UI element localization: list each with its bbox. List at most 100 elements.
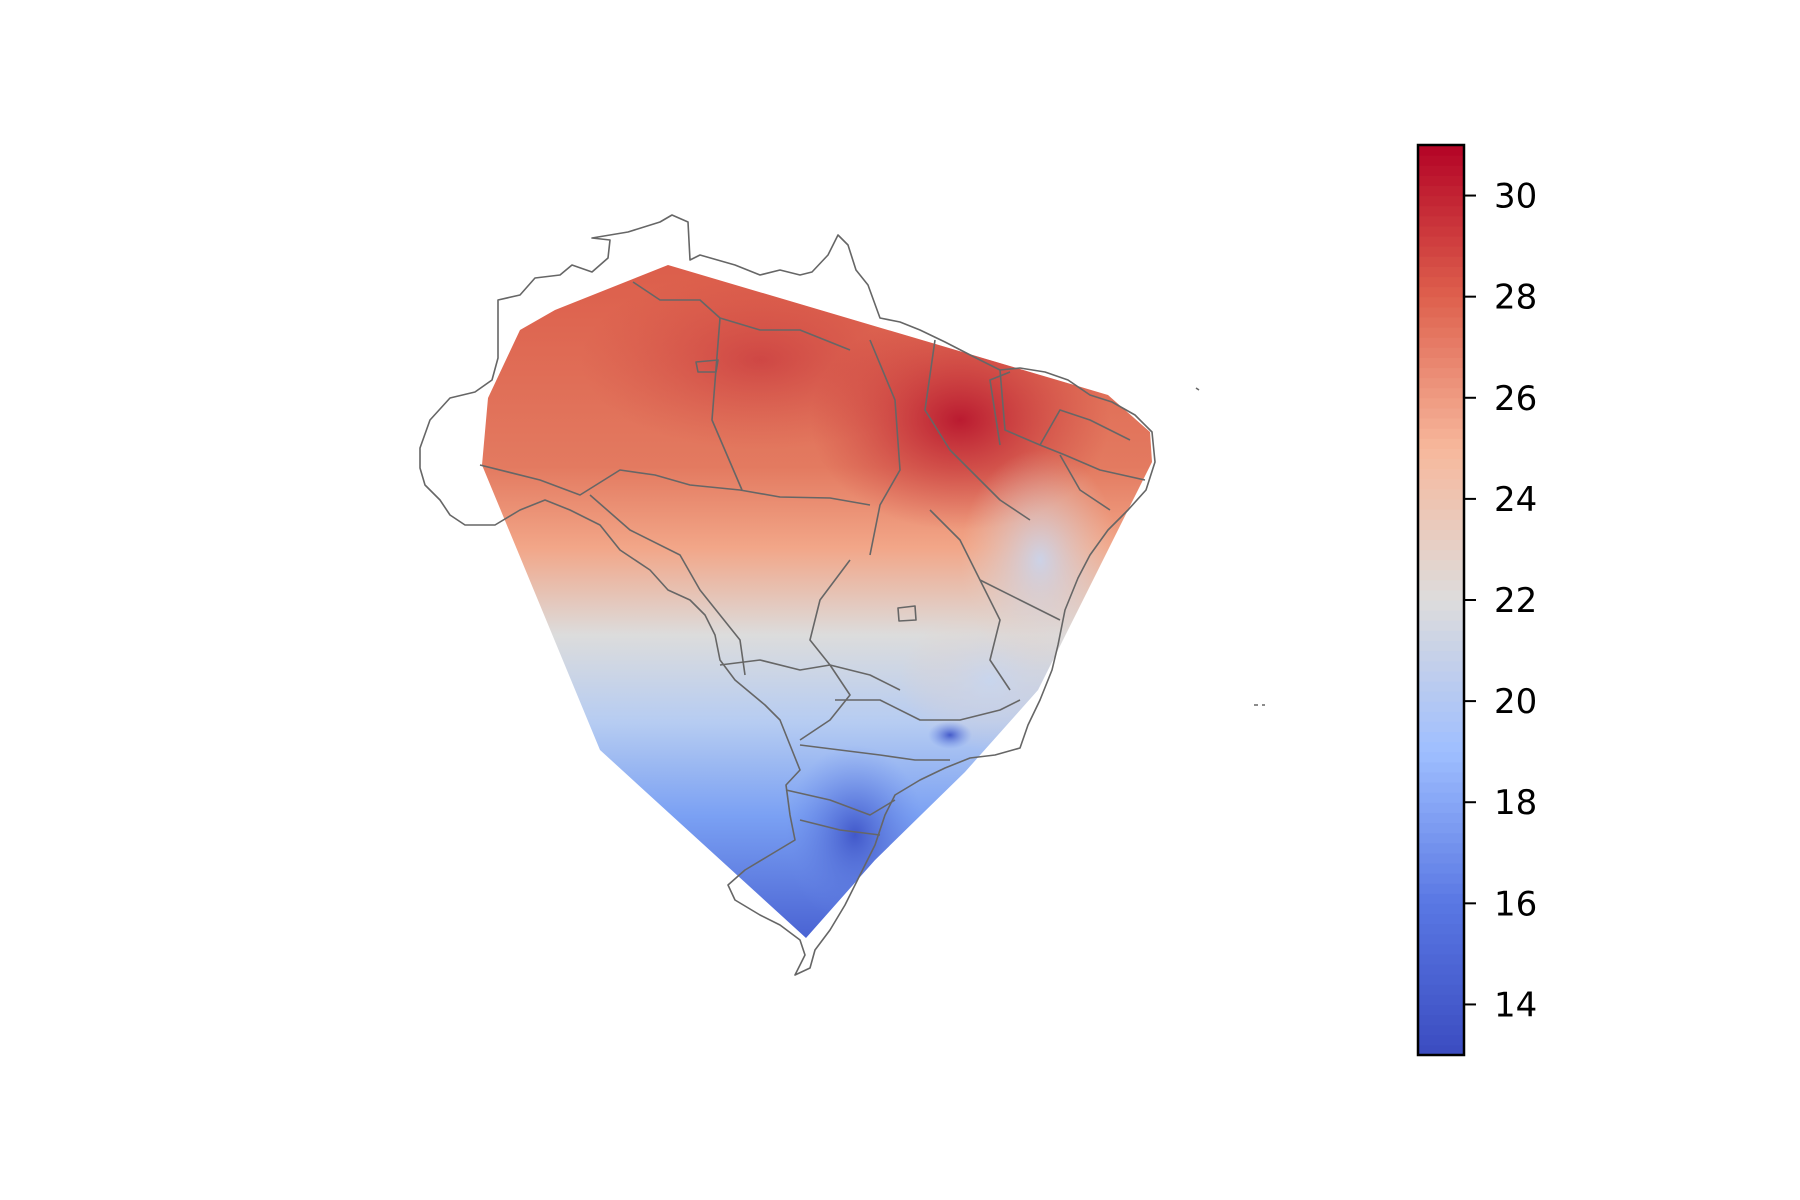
colorbar-band	[1418, 822, 1464, 834]
colorbar-tick-label: 24	[1494, 480, 1537, 520]
colorbar-band	[1418, 377, 1464, 389]
mild-spot-southeast	[900, 610, 1080, 750]
colorbar-tick-label: 22	[1494, 581, 1537, 621]
colorbar-band	[1418, 691, 1464, 702]
state-line-15	[785, 789, 896, 816]
colorbar-band	[1418, 185, 1464, 197]
state-line-4	[869, 339, 901, 556]
colorbar-band	[1418, 610, 1464, 621]
colorbar-band	[1418, 205, 1464, 217]
colorbar-band	[1418, 721, 1464, 733]
state-line-16	[799, 819, 881, 836]
colorbar-band	[1418, 458, 1464, 470]
colorbar-band	[1418, 367, 1464, 379]
colorbar-band	[1418, 792, 1464, 803]
colorbar-band	[1418, 448, 1464, 460]
colorbar-band	[1418, 1044, 1464, 1056]
colorbar-band	[1418, 903, 1464, 915]
colorbar-band	[1418, 620, 1464, 631]
colorbar-band	[1418, 862, 1464, 874]
colorbar-band	[1418, 711, 1464, 722]
state-line-9	[589, 494, 746, 676]
cold-spot-southeast	[928, 721, 972, 749]
colorbar-band	[1418, 488, 1464, 500]
colorbar-band	[1418, 630, 1464, 642]
colorbar-band	[1418, 923, 1464, 935]
colorbar-band	[1418, 771, 1464, 783]
colorbar-band	[1418, 316, 1464, 328]
colorbar-band	[1418, 347, 1464, 358]
colorbar-band	[1418, 296, 1464, 308]
colorbar-band	[1418, 428, 1464, 439]
colorbar-band	[1418, 701, 1464, 712]
colorbar-band	[1418, 964, 1464, 975]
colorbar-band	[1418, 418, 1464, 429]
colorbar-band	[1418, 256, 1464, 267]
colorbar-tick-label: 14	[1494, 985, 1537, 1025]
state-line-7	[1039, 409, 1131, 446]
state-line-10	[809, 559, 901, 691]
colorbar-band	[1418, 579, 1464, 591]
state-line-3	[632, 281, 851, 351]
colorbar-band	[1418, 842, 1464, 854]
federal-district	[897, 605, 917, 622]
colorbar-band	[1418, 1014, 1464, 1026]
colorbar-band	[1418, 387, 1464, 399]
colorbar-band	[1418, 974, 1464, 985]
colorbar-band	[1418, 640, 1464, 652]
colorbar-band	[1418, 559, 1464, 571]
colorbar-band	[1418, 1024, 1464, 1036]
colorbar-band	[1418, 741, 1464, 753]
colorbar-band	[1418, 1004, 1464, 1016]
colorbar-band	[1418, 802, 1464, 813]
colorbar-band	[1418, 498, 1464, 510]
colorbar-band	[1418, 751, 1464, 763]
colorbar-band	[1418, 832, 1464, 844]
colorbar-band	[1418, 225, 1464, 237]
colorbar-band	[1418, 529, 1464, 540]
colorbar-band	[1418, 680, 1464, 692]
state-line-6	[999, 369, 1146, 481]
state-line-12	[719, 659, 851, 741]
state-line-1	[479, 464, 871, 506]
colorbar-band	[1418, 913, 1464, 925]
colorbar-band	[1418, 549, 1464, 561]
colorbar-band	[1418, 246, 1464, 257]
colorbar-band	[1418, 175, 1464, 187]
cold-spot-south	[785, 745, 925, 925]
state-line-8	[1059, 454, 1111, 511]
colorbar-band	[1418, 276, 1464, 288]
colorbar-tick-label: 20	[1494, 682, 1537, 722]
colorbar-band	[1418, 883, 1464, 894]
colorbar-band	[1418, 357, 1464, 369]
colorbar-band	[1418, 266, 1464, 278]
colorbar-band	[1418, 478, 1464, 490]
colorbar-band	[1418, 519, 1464, 530]
colorbar-band	[1418, 943, 1464, 955]
colorbar-band	[1418, 873, 1464, 884]
state-line-18	[989, 371, 1011, 446]
colorbar-band	[1418, 155, 1464, 166]
boundaries	[419, 214, 1265, 976]
colorbar-band	[1418, 1034, 1464, 1046]
colorbar-band	[1418, 893, 1464, 904]
state-line-2	[711, 317, 743, 491]
colorbar-band	[1418, 984, 1464, 995]
colorbar-tick-label: 28	[1494, 278, 1537, 318]
lake-outline	[695, 359, 719, 373]
colorbar-bands	[1418, 145, 1464, 1056]
colorbar-band	[1418, 407, 1464, 419]
colorbar-band	[1418, 438, 1464, 449]
hot-spot-northwest	[580, 270, 940, 450]
colorbar-band	[1418, 731, 1464, 743]
colorbar-tick-label: 30	[1494, 177, 1537, 217]
colorbar-band	[1418, 953, 1464, 965]
colorbar-band	[1418, 145, 1464, 156]
colorbar-tick-label: 18	[1494, 783, 1537, 823]
colorbar: 14 16 18 20 22 24 26 28 30	[1416, 143, 1537, 1057]
colorbar-band	[1418, 165, 1464, 176]
colorbar-band	[1418, 509, 1464, 520]
state-line-17	[979, 579, 1011, 691]
colorbar-band	[1418, 327, 1464, 338]
